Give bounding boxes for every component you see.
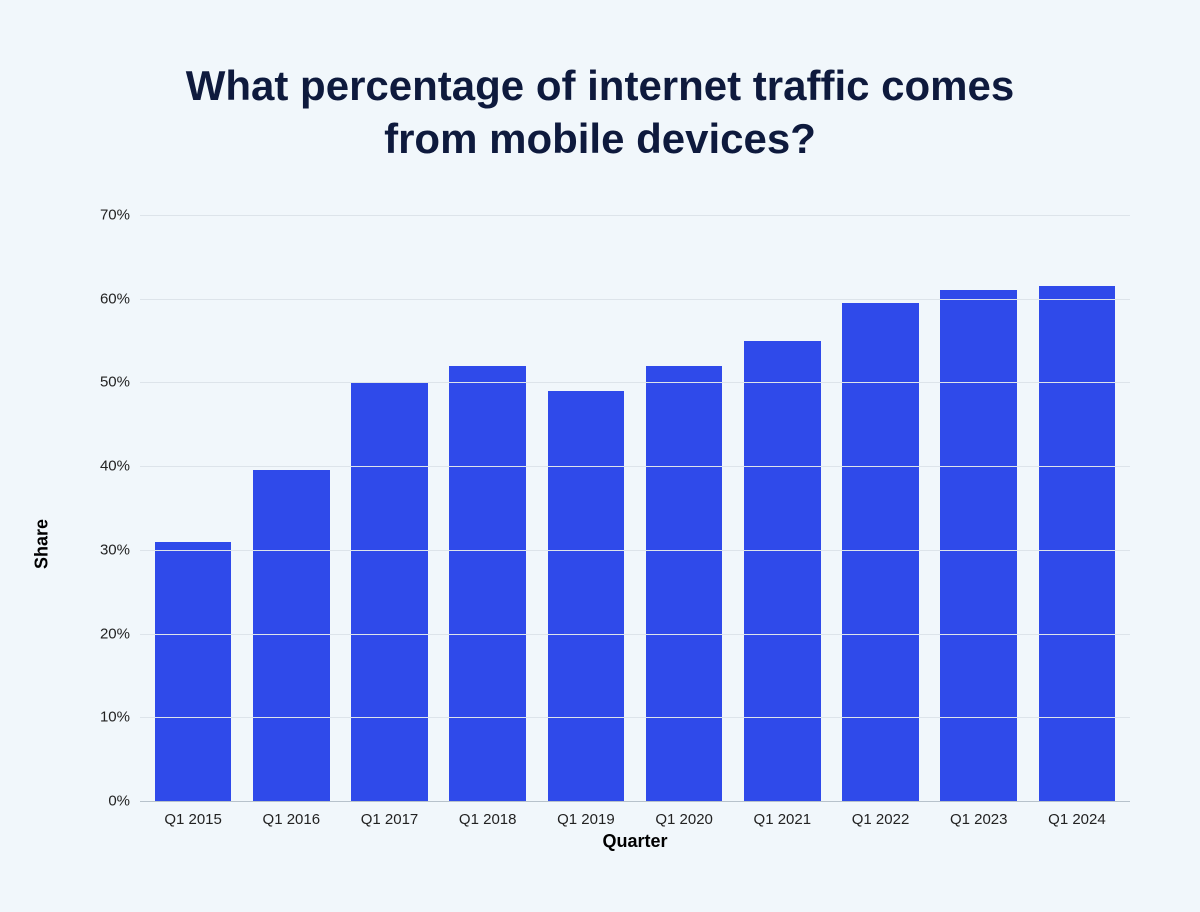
x-tick-label: Q1 2018 — [459, 811, 517, 828]
bar-slot: Q1 2015 — [144, 215, 242, 801]
gridline — [140, 466, 1130, 467]
x-tick-label: Q1 2020 — [655, 811, 713, 828]
y-axis-label: Share — [32, 518, 53, 568]
chart-container: Share Q1 2015Q1 2016Q1 2017Q1 2018Q1 201… — [50, 215, 1150, 872]
bar-slot: Q1 2017 — [340, 215, 438, 801]
bar — [155, 542, 232, 802]
bar-slot: Q1 2024 — [1028, 215, 1126, 801]
bar-slot: Q1 2016 — [242, 215, 340, 801]
x-tick-label: Q1 2024 — [1048, 811, 1106, 828]
bar — [646, 366, 723, 801]
x-tick-label: Q1 2022 — [852, 811, 910, 828]
bar — [351, 382, 428, 801]
x-tick-label: Q1 2021 — [754, 811, 812, 828]
bar — [842, 303, 919, 801]
bars-group: Q1 2015Q1 2016Q1 2017Q1 2018Q1 2019Q1 20… — [140, 215, 1130, 801]
gridline — [140, 215, 1130, 216]
bar — [940, 290, 1017, 801]
y-tick-label: 20% — [100, 625, 130, 642]
x-tick-label: Q1 2017 — [361, 811, 419, 828]
x-tick-label: Q1 2023 — [950, 811, 1008, 828]
gridline — [140, 717, 1130, 718]
bar-slot: Q1 2023 — [930, 215, 1028, 801]
bar — [1039, 286, 1116, 801]
y-tick-label: 40% — [100, 458, 130, 475]
x-tick-label: Q1 2015 — [164, 811, 222, 828]
bar-slot: Q1 2020 — [635, 215, 733, 801]
y-tick-label: 0% — [108, 793, 130, 810]
y-tick-label: 60% — [100, 290, 130, 307]
gridline — [140, 382, 1130, 383]
bar-slot: Q1 2019 — [537, 215, 635, 801]
bar-slot: Q1 2022 — [831, 215, 929, 801]
gridline — [140, 634, 1130, 635]
y-tick-label: 10% — [100, 709, 130, 726]
bar — [449, 366, 526, 801]
gridline — [140, 299, 1130, 300]
bar-slot: Q1 2021 — [733, 215, 831, 801]
bar — [253, 470, 330, 801]
chart-page: What percentage of internet traffic come… — [0, 0, 1200, 912]
bar — [744, 341, 821, 801]
bar — [548, 391, 625, 801]
chart-inner: Q1 2015Q1 2016Q1 2017Q1 2018Q1 2019Q1 20… — [140, 215, 1130, 802]
x-tick-label: Q1 2019 — [557, 811, 615, 828]
plot-area: Q1 2015Q1 2016Q1 2017Q1 2018Q1 2019Q1 20… — [140, 215, 1130, 802]
y-tick-label: 70% — [100, 207, 130, 224]
x-axis-label: Quarter — [602, 831, 667, 852]
chart-title: What percentage of internet traffic come… — [150, 60, 1050, 165]
y-tick-label: 50% — [100, 374, 130, 391]
x-tick-label: Q1 2016 — [263, 811, 321, 828]
y-tick-label: 30% — [100, 541, 130, 558]
bar-slot: Q1 2018 — [439, 215, 537, 801]
gridline — [140, 550, 1130, 551]
